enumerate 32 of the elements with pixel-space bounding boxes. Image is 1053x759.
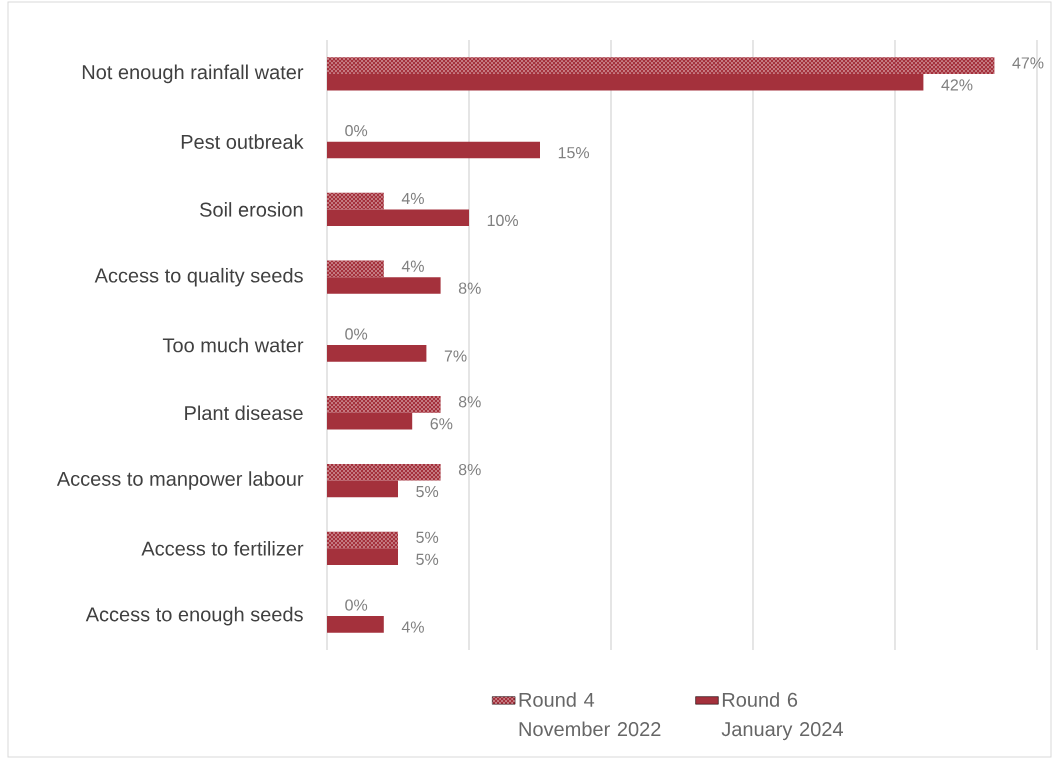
- data-label: 5%: [416, 553, 439, 565]
- data-label: 4%: [401, 192, 424, 205]
- data-label: 10%: [487, 214, 519, 227]
- data-label: 47%: [1012, 57, 1044, 69]
- data-label: 6%: [430, 418, 453, 430]
- data-label: 8%: [458, 396, 481, 408]
- legend-label: Round 4 November 2022: [519, 692, 661, 737]
- data-label: 8%: [458, 282, 481, 294]
- data-label: 0%: [345, 125, 368, 137]
- data-label: 42%: [941, 79, 973, 91]
- legend-label: Round 6 January 2024: [721, 692, 843, 741]
- bar: [327, 141, 540, 159]
- y-tick-label: Access to enough seeds: [85, 606, 303, 626]
- data-label: 0%: [345, 599, 368, 611]
- data-label: 5%: [416, 485, 439, 498]
- data-label: 4%: [401, 260, 424, 272]
- y-tick-label: Pest outbreak: [181, 134, 304, 149]
- bar: [327, 344, 427, 362]
- y-tick-label: Access to fertilizer: [141, 540, 304, 556]
- data-label: 15%: [558, 147, 590, 159]
- y-tick-label: Plant disease: [185, 405, 303, 421]
- data-label: 8%: [458, 463, 481, 476]
- data-label: 0%: [345, 328, 368, 340]
- y-tick-label: Access to manpower labour: [56, 471, 304, 490]
- y-tick-label: Too much water: [162, 337, 304, 353]
- y-tick-label: Access to quality seeds: [94, 267, 303, 287]
- bar: [327, 616, 384, 633]
- data-label: 7%: [444, 350, 467, 362]
- y-tick-label: Not enough rainfall water: [82, 64, 304, 84]
- data-label: 4%: [401, 621, 424, 633]
- data-label: 5%: [416, 531, 439, 543]
- y-tick-label: Soil erosion: [200, 202, 303, 217]
